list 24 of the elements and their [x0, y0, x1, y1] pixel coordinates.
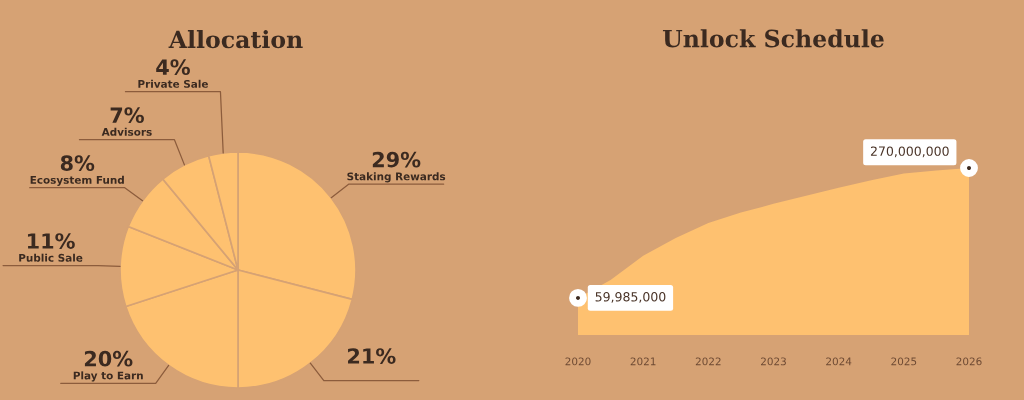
data-label: 21%	[348, 348, 396, 364]
data-label: 8%	[60, 155, 95, 172]
slice-label: Staking Rewards	[347, 172, 446, 183]
slice-label: Private Sale	[138, 79, 208, 88]
x-tick-label: 2022	[695, 357, 721, 366]
data-label: 29%	[372, 151, 421, 168]
data-label: 11%	[27, 233, 75, 249]
chart-title: Unlock Schedule	[662, 29, 884, 48]
slice-label: Public Sale	[19, 253, 83, 262]
x-tick-label: 2026	[956, 357, 982, 366]
data-label: 59,985,000	[595, 292, 666, 303]
x-tick-label: 2020	[565, 357, 591, 366]
x-tick-label: 2025	[891, 357, 917, 366]
data-label: 270,000,000	[870, 146, 949, 158]
slice-label: Advisors	[101, 127, 152, 136]
data-label: 20%	[84, 350, 133, 367]
chart-title: Allocation	[168, 30, 303, 49]
data-label: 4%	[156, 59, 190, 76]
slice-label: Ecosystem Fund	[30, 175, 124, 186]
x-tick-label: 2021	[630, 357, 656, 366]
slice-label: Play to Earn	[73, 371, 143, 382]
x-tick-label: 2023	[761, 357, 786, 366]
data-label: 7%	[110, 107, 144, 124]
x-tick-label: 2024	[826, 357, 852, 366]
